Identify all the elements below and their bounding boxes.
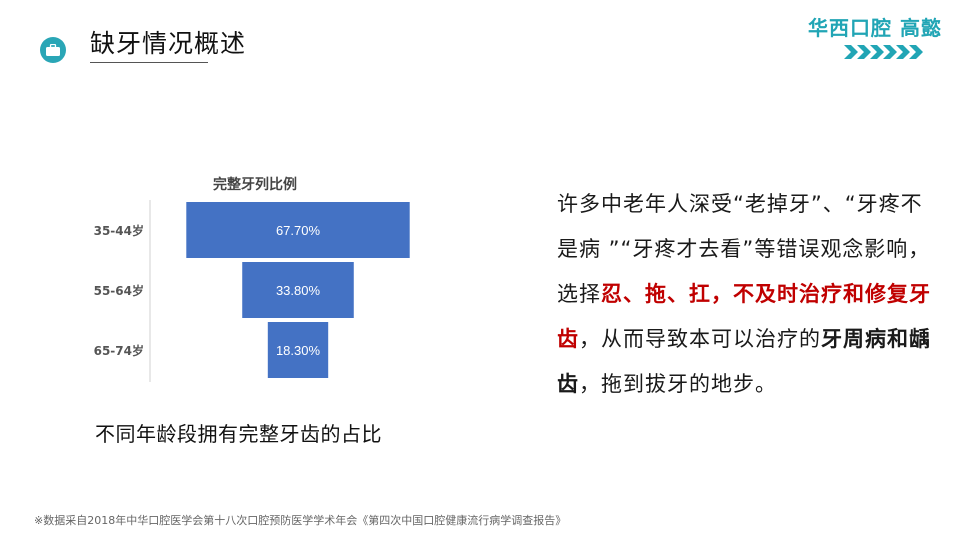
brand-label: 华西口腔 高懿 <box>808 16 942 40</box>
funnel-chart: 完整牙列比例 67.70% 35-44岁 33.80% 55-64岁 18.30% 65-… <box>80 168 480 388</box>
chart-bar-2 <box>267 322 329 378</box>
chart-value-label-2: 18.30% <box>276 343 321 358</box>
chart-category-label-0: 35-44岁 <box>94 223 144 238</box>
chart-category-label-1: 55-64岁 <box>94 283 144 298</box>
body-paragraph: 许多中老年人深受“老掉牙”、“牙疼不是病 ”“牙疼才去看”等错误观念影响，选择忍… <box>557 182 937 407</box>
body-segment-3: 牙周病和龋齿 <box>557 327 931 396</box>
chart-value-label-0: 67.70% <box>276 223 321 238</box>
body-segment-0: 许多中老年人深受“老掉牙”、“牙疼不是病 ”“牙疼才去看”等错误观念影响，选择 <box>557 192 931 306</box>
page-title: 缺牙情况概述 <box>90 29 247 58</box>
chart-title: 完整牙列比例 <box>213 177 297 193</box>
body-segment-2: ，从而导致本可以治疗的 <box>579 327 821 351</box>
body-segment-1: 忍、拖、扛，不及时治疗和修复牙齿 <box>557 282 931 351</box>
chart-caption: 不同年龄段拥有完整牙齿的占比 <box>95 422 382 446</box>
chart-svg: 67.70% 35-44岁 33.80% 55-64岁 18.30% 65-74岁 <box>94 200 410 382</box>
body-segment-4: ，拖到拔牙的地步。 <box>579 372 777 396</box>
chart-category-label-2: 65-74岁 <box>94 343 144 358</box>
chevron-arrows-icon <box>844 45 923 59</box>
chart-value-label-1: 33.80% <box>276 283 321 298</box>
briefcase-icon <box>40 37 66 63</box>
chart-bar-1 <box>242 262 354 318</box>
footnote: ※数据采自2018年中华口腔医学会第十八次口腔预防医学学术年会《第四次中国口腔健… <box>34 514 567 527</box>
chart-bar-0 <box>186 202 410 258</box>
title-underline <box>90 62 208 63</box>
